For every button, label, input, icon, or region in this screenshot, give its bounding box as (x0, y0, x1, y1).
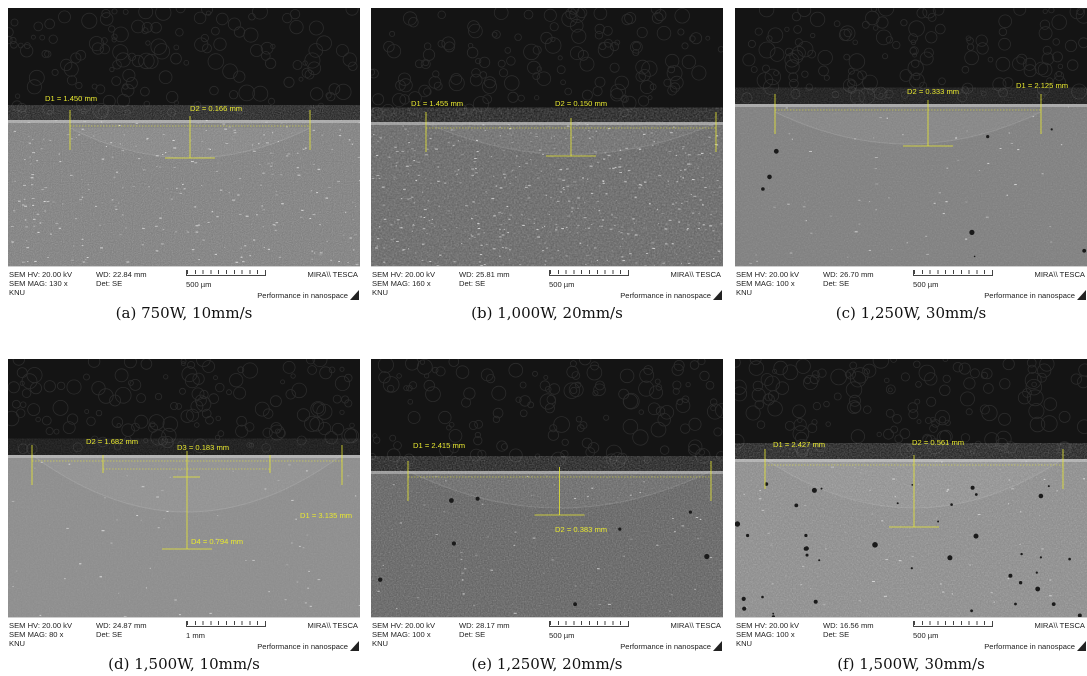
measurement-label: D1 = 1.455 mm (411, 99, 464, 108)
wd-readout: WD: 28.17 mm (459, 621, 510, 630)
lab-label: KNU (9, 639, 26, 648)
measurement-label: D2 = 0.150 mm (555, 99, 608, 108)
perf-label: Performance in nanospace (984, 642, 1075, 651)
sem-info-bar: SEM HV: 20.00 kV SEM MAG: 80 x KNU WD: 2… (8, 617, 360, 653)
scale-bar (186, 270, 266, 276)
brand-label: MIRA\\ TESCA (307, 270, 359, 279)
brand-mark-icon (1077, 290, 1086, 300)
mag-readout: SEM MAG: 100 x (372, 630, 431, 639)
sem-micrograph (735, 8, 1087, 266)
wd-readout: WD: 25.81 mm (459, 270, 510, 279)
sem-micrograph (371, 359, 723, 617)
sem-micrograph (735, 359, 1087, 617)
wd-readout: WD: 16.56 mm (823, 621, 874, 630)
brand-label: MIRA\\ TESCA (670, 270, 722, 279)
measurement-label: D2 = 0.561 mm (912, 438, 965, 447)
measurement-label: D2 = 0.333 mm (907, 87, 960, 96)
measurement-label: D2 = 0.383 mm (555, 525, 608, 534)
brand-mark-icon (350, 290, 359, 300)
measurement-label: D1 = 2.125 mm (1016, 81, 1069, 90)
hv-readout: SEM HV: 20.00 kV (736, 270, 800, 279)
brand-mark-icon (713, 641, 722, 651)
perf-label: Performance in nanospace (984, 291, 1075, 300)
detector-readout: Det: SE (823, 279, 850, 288)
mag-readout: SEM MAG: 130 x (9, 279, 68, 288)
hv-readout: SEM HV: 20.00 kV (372, 621, 436, 630)
sem-info-bar: SEM HV: 20.00 kV SEM MAG: 100 x KNU WD: … (735, 266, 1087, 302)
wd-readout: WD: 22.84 mm (96, 270, 147, 279)
brand-mark-icon (713, 290, 722, 300)
panel-caption: (b) 1,000W, 20mm/s (471, 304, 623, 322)
scale-label: 500 µm (549, 280, 575, 289)
measurement-label: D2 = 1.682 mm (86, 437, 139, 446)
detector-readout: Det: SE (96, 279, 123, 288)
lab-label: KNU (736, 288, 753, 297)
lab-label: KNU (372, 288, 389, 297)
scale-bar (913, 270, 993, 276)
panel-caption: (a) 750W, 10mm/s (115, 304, 253, 322)
sem-info-bar: SEM HV: 20.00 kV SEM MAG: 100 x KNU WD: … (735, 617, 1087, 653)
hv-readout: SEM HV: 20.00 kV (9, 270, 73, 279)
perf-label: Performance in nanospace (257, 642, 348, 651)
sem-info-bar: SEM HV: 20.00 kV SEM MAG: 160 x KNU WD: … (371, 266, 723, 302)
panel-caption: (f) 1,500W, 30mm/s (837, 655, 985, 673)
measurement-label: D2 = 0.166 mm (190, 104, 243, 113)
panel-caption: (c) 1,250W, 30mm/s (835, 304, 987, 322)
scale-label: 500 µm (549, 631, 575, 640)
scale-bar (549, 270, 629, 276)
perf-label: Performance in nanospace (620, 291, 711, 300)
scale-label: 500 µm (913, 280, 939, 289)
perf-label: Performance in nanospace (257, 291, 348, 300)
scale-label: 500 µm (186, 280, 212, 289)
brand-label: MIRA\\ TESCA (670, 621, 722, 630)
brand-label: MIRA\\ TESCA (307, 621, 359, 630)
sem-info-bar: SEM HV: 20.00 kV SEM MAG: 100 x KNU WD: … (371, 617, 723, 653)
panel-caption: (e) 1,250W, 20mm/s (471, 655, 623, 673)
lab-label: KNU (736, 639, 753, 648)
detector-readout: Det: SE (823, 630, 850, 639)
brand-mark-icon (350, 641, 359, 651)
measurement-label: D1 = 1.450 mm (45, 94, 98, 103)
measurement-label: D3 = 0.183 mm (177, 443, 230, 452)
brand-label: MIRA\\ TESCA (1034, 621, 1086, 630)
measurement-label: D1 = 2.427 mm (773, 440, 826, 449)
mag-readout: SEM MAG: 80 x (9, 630, 64, 639)
scale-bar (549, 621, 629, 627)
sem-micrograph (371, 8, 723, 266)
mag-readout: SEM MAG: 100 x (736, 279, 795, 288)
sem-micrograph (8, 8, 360, 266)
wd-readout: WD: 24.87 mm (96, 621, 147, 630)
lab-label: KNU (9, 288, 26, 297)
detector-readout: Det: SE (459, 630, 486, 639)
measurement-label: D1 = 3.135 mm (300, 511, 353, 520)
scale-bar (913, 621, 993, 627)
wd-readout: WD: 26.70 mm (823, 270, 874, 279)
measurement-label: D1 = 2.415 mm (413, 441, 466, 450)
sem-info-bar: SEM HV: 20.00 kV SEM MAG: 130 x KNU WD: … (8, 266, 360, 302)
mag-readout: SEM MAG: 160 x (372, 279, 431, 288)
hv-readout: SEM HV: 20.00 kV (372, 270, 436, 279)
panel-caption: (d) 1,500W, 10mm/s (108, 655, 260, 673)
measurement-label: D4 = 0.794 mm (191, 537, 244, 546)
hv-readout: SEM HV: 20.00 kV (736, 621, 800, 630)
scale-label: 1 mm (186, 631, 205, 640)
scale-bar (186, 621, 266, 627)
sem-micrograph (8, 359, 360, 617)
mag-readout: SEM MAG: 100 x (736, 630, 795, 639)
hv-readout: SEM HV: 20.00 kV (9, 621, 73, 630)
lab-label: KNU (372, 639, 389, 648)
perf-label: Performance in nanospace (620, 642, 711, 651)
scale-label: 500 µm (913, 631, 939, 640)
brand-mark-icon (1077, 641, 1086, 651)
brand-label: MIRA\\ TESCA (1034, 270, 1086, 279)
detector-readout: Det: SE (459, 279, 486, 288)
detector-readout: Det: SE (96, 630, 123, 639)
